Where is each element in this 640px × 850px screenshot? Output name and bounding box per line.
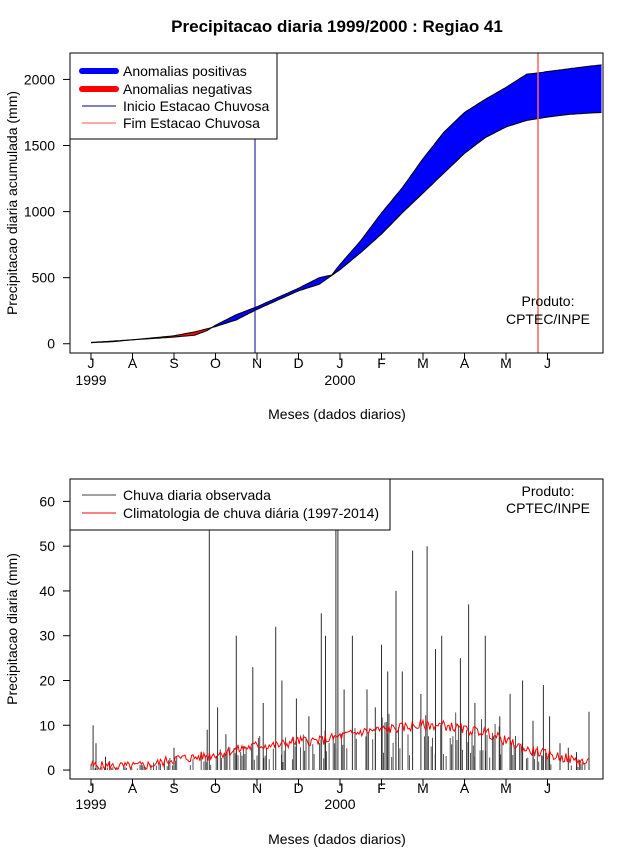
bottom-y-tick-label: 50 bbox=[39, 538, 55, 554]
top-year-label: 1999 bbox=[75, 372, 106, 388]
bottom-y-tick-label: 10 bbox=[39, 717, 55, 733]
bottom-legend-box bbox=[69, 478, 391, 531]
bottom-month-label: A bbox=[128, 780, 138, 796]
bottom-month-label: N bbox=[252, 780, 262, 796]
top-month-label: N bbox=[252, 355, 262, 371]
top-month-label: D bbox=[293, 355, 303, 371]
bottom-product-label: Produto: bbox=[522, 483, 575, 499]
top-year-label: 2000 bbox=[324, 372, 355, 388]
top-y-tick-label: 1000 bbox=[24, 204, 55, 220]
bottom-month-label: M bbox=[417, 780, 429, 796]
top-month-label: M bbox=[500, 355, 512, 371]
climatology-line bbox=[90, 718, 590, 771]
bottom-y-axis: 0 10 20 30 40 50 60 bbox=[39, 493, 71, 778]
legend-label-observed: Chuva diaria observada bbox=[123, 487, 271, 503]
bottom-month-label: F bbox=[377, 780, 386, 796]
top-month-label: J bbox=[544, 355, 551, 371]
bottom-month-label: S bbox=[169, 780, 178, 796]
bottom-y-tick-label: 0 bbox=[47, 762, 55, 778]
legend-label-negative: Anomalias negativas bbox=[123, 81, 252, 97]
top-month-label: J bbox=[337, 355, 344, 371]
climatology-cumulative-line bbox=[90, 112, 602, 343]
bottom-product-source: CPTEC/INPE bbox=[506, 500, 590, 516]
top-month-label: M bbox=[417, 355, 429, 371]
bottom-x-axis-label: Meses (dados diarios) bbox=[268, 831, 406, 847]
legend-label-fim: Fim Estacao Chuvosa bbox=[123, 115, 260, 131]
legend-label-positive: Anomalias positivas bbox=[123, 63, 247, 79]
top-anomaly-area bbox=[90, 64, 602, 344]
bottom-year-label: 1999 bbox=[75, 796, 106, 812]
bottom-month-label: D bbox=[293, 780, 303, 796]
top-y-axis: 0 500 1000 1500 2000 bbox=[24, 71, 71, 352]
bottom-month-label: J bbox=[544, 780, 551, 796]
top-x-axis-label: Meses (dados diarios) bbox=[268, 406, 406, 422]
legend-label-inicio: Inicio Estacao Chuvosa bbox=[123, 98, 270, 114]
negative-anomaly-segment bbox=[91, 327, 212, 343]
positive-anomaly-segment bbox=[213, 64, 602, 328]
top-month-label: F bbox=[377, 355, 386, 371]
bottom-y-tick-label: 20 bbox=[39, 672, 55, 688]
chart-title: Precipitacao diaria 1999/2000 : Regiao 4… bbox=[171, 17, 503, 36]
bottom-y-tick-label: 40 bbox=[39, 583, 55, 599]
bottom-month-label: J bbox=[337, 780, 344, 796]
bottom-year-label: 2000 bbox=[324, 796, 355, 812]
top-y-tick-label: 500 bbox=[32, 270, 56, 286]
top-month-label: S bbox=[169, 355, 178, 371]
daily-rain-bars bbox=[90, 510, 590, 771]
bottom-y-tick-label: 30 bbox=[39, 628, 55, 644]
bottom-legend: Chuva diaria observada Climatologia de c… bbox=[69, 478, 391, 531]
bottom-month-label: M bbox=[500, 780, 512, 796]
top-legend: Anomalias positivas Anomalias negativas … bbox=[69, 52, 278, 140]
top-product-source: CPTEC/INPE bbox=[506, 311, 590, 327]
top-month-label: O bbox=[210, 355, 221, 371]
top-y-tick-label: 2000 bbox=[24, 71, 55, 87]
top-month-label: A bbox=[460, 355, 470, 371]
top-y-axis-label: Precipitacao diaria acumulada (mm) bbox=[4, 91, 20, 315]
top-y-tick-label: 0 bbox=[47, 336, 55, 352]
bottom-y-axis-label: Precipitacao diaria (mm) bbox=[4, 553, 20, 705]
bottom-month-label: O bbox=[210, 780, 221, 796]
bottom-month-label: J bbox=[88, 780, 95, 796]
legend-label-climatology: Climatologia de chuva diária (1997-2014) bbox=[123, 505, 379, 521]
top-legend-box bbox=[69, 52, 278, 140]
bottom-month-label: A bbox=[460, 780, 470, 796]
top-y-tick-label: 1500 bbox=[24, 138, 55, 154]
top-product-label: Produto: bbox=[522, 293, 575, 309]
top-month-label: J bbox=[88, 355, 95, 371]
observed-cumulative-line bbox=[90, 64, 602, 344]
bottom-y-tick-label: 60 bbox=[39, 493, 55, 509]
top-month-label: A bbox=[128, 355, 138, 371]
